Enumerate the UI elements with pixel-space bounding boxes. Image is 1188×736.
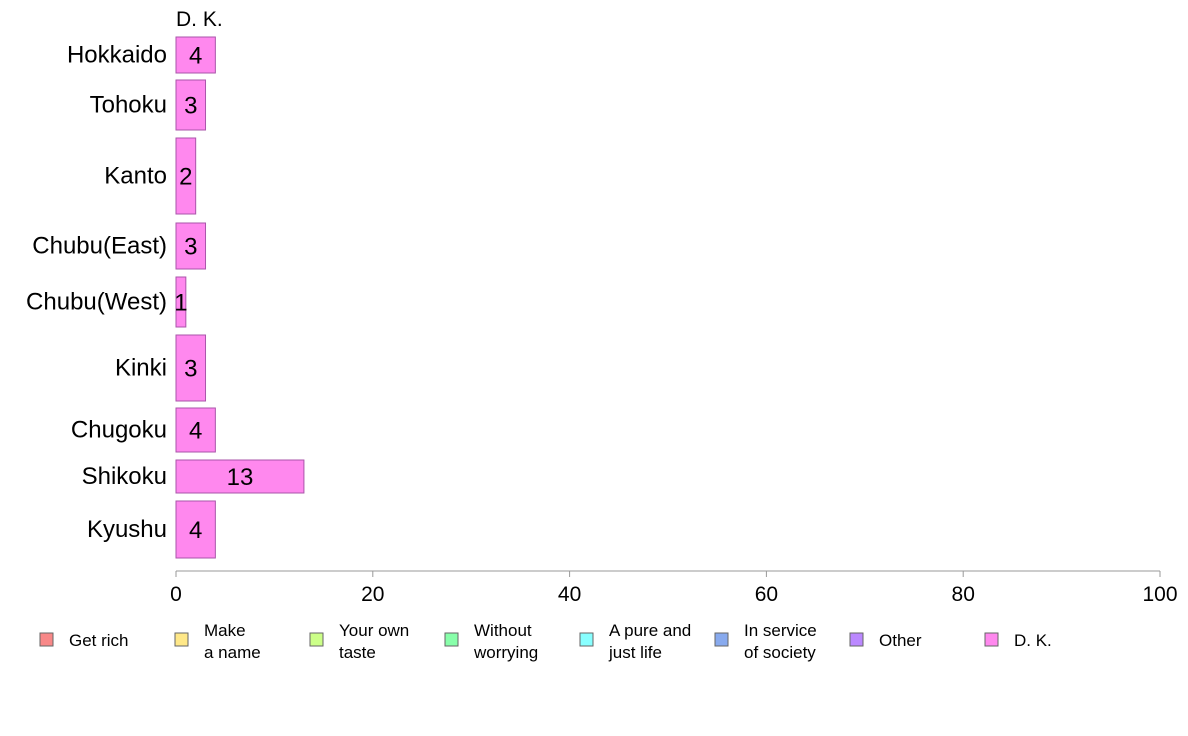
category-label-chugoku: Chugoku: [71, 417, 167, 444]
x-axis-ticks: 0 20 40 60 80 100: [170, 571, 1178, 606]
x-tick-label-60: 60: [755, 583, 778, 606]
value-label-kinki: 3: [184, 356, 197, 383]
category-label-chubu-west: Chubu(West): [26, 289, 167, 316]
bars-group: Hokkaido 4 Tohoku 3 Kanto 2 Chubu(East) 3 Chubu(…: [26, 36, 305, 559]
legend-label-get-rich: Get rich: [69, 631, 129, 650]
legend-label-make-a-name: Make a name: [204, 621, 261, 662]
legend-label-a-pure-and-just-life: A pure and just life: [608, 621, 691, 662]
category-label-hokkaido: Hokkaido: [67, 42, 167, 69]
category-label-kyushu: Kyushu: [87, 516, 167, 543]
legend-swatch-a-pure-and-just-life: [579, 632, 594, 647]
legend-label-other: Other: [879, 631, 922, 650]
value-label-chugoku: 4: [189, 418, 202, 445]
legend-swatch-get-rich: [39, 632, 54, 647]
bar-chugoku: [175, 407, 216, 453]
value-label-shikoku: 13: [227, 464, 254, 491]
category-label-shikoku: Shikoku: [82, 463, 167, 490]
bar-chubu-east: [175, 222, 207, 270]
bar-kanto: [175, 137, 197, 215]
legend-label-in-service-of-society: In service of society: [744, 621, 817, 662]
legend-swatch-your-own-taste: [309, 632, 324, 647]
value-label-hokkaido: 4: [189, 43, 202, 70]
x-tick-label-20: 20: [361, 583, 384, 606]
legend-label-without-worrying: Without worrying: [473, 621, 538, 662]
category-label-kinki: Kinki: [115, 355, 167, 382]
legend-label-your-own-taste: Your own taste: [339, 621, 409, 662]
value-label-chubu-east: 3: [184, 234, 197, 261]
x-tick-label-100: 100: [1142, 583, 1177, 606]
category-label-kanto: Kanto: [104, 163, 167, 190]
legend-label-d-k: D. K.: [1014, 631, 1052, 650]
legend-swatch-other: [849, 632, 864, 647]
category-label-chubu-east: Chubu(East): [32, 233, 167, 260]
category-label-tohoku: Tohoku: [90, 92, 167, 119]
x-tick-label-80: 80: [952, 583, 975, 606]
legend-swatch-in-service-of-society: [714, 632, 729, 647]
bar-hokkaido: [175, 36, 216, 74]
x-tick-label-0: 0: [170, 583, 182, 606]
bar-kyushu: [175, 500, 216, 559]
legend-swatch-without-worrying: [444, 632, 459, 647]
value-label-tohoku: 3: [184, 93, 197, 120]
legend: Get rich Make a name Your own taste Without wo…: [39, 621, 1052, 662]
bar-chubu-west: [175, 276, 187, 328]
legend-swatch-make-a-name: [174, 632, 189, 647]
value-label-chubu-west: 1: [174, 290, 187, 317]
legend-swatch-d-k: [984, 632, 999, 647]
bar-kinki: [175, 334, 207, 402]
panel-title: D. K.: [176, 8, 223, 31]
bar-shikoku: [175, 459, 305, 494]
value-label-kyushu: 4: [189, 517, 202, 544]
x-tick-label-40: 40: [558, 583, 581, 606]
value-label-kanto: 2: [179, 164, 192, 191]
bar-tohoku: [175, 79, 207, 131]
